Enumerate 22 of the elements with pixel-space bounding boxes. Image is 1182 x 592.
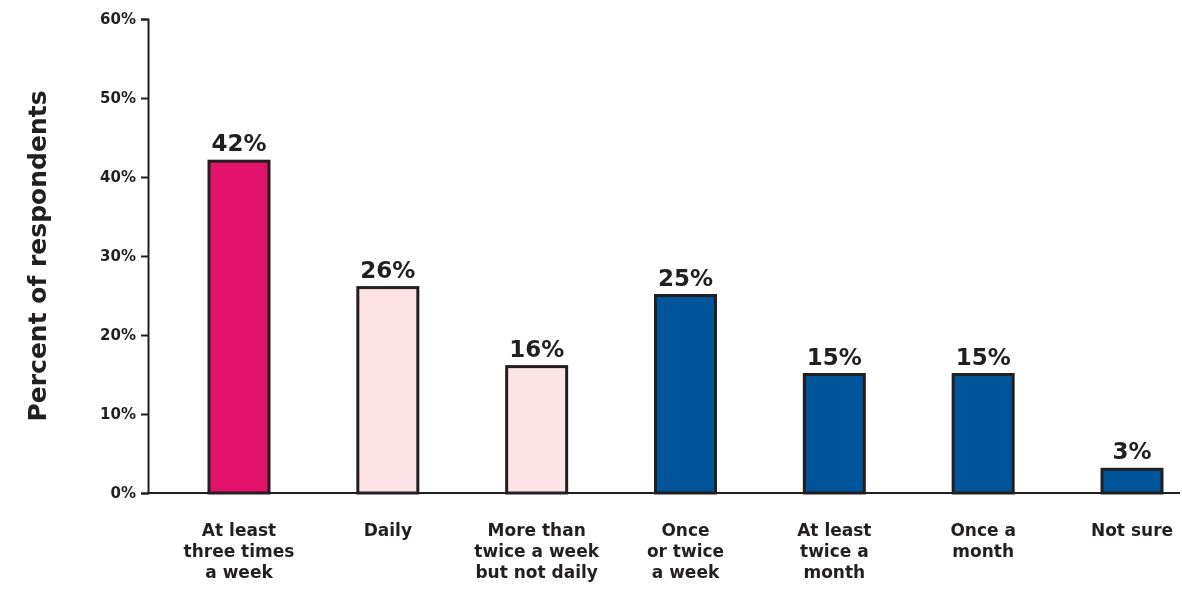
data-label: 26% bbox=[360, 256, 416, 283]
data-label: 42% bbox=[211, 130, 267, 157]
y-tick-label: 60% bbox=[100, 10, 136, 29]
y-tick-label: 50% bbox=[100, 89, 136, 108]
x-tick-label: At least twice a month bbox=[797, 520, 872, 582]
x-tick-label: Once or twice a week bbox=[646, 520, 725, 582]
data-label: 15% bbox=[955, 343, 1011, 370]
data-label: 16% bbox=[509, 335, 565, 362]
x-tick-label: Once a month bbox=[950, 520, 1016, 561]
data-label: 3% bbox=[1112, 438, 1152, 465]
y-tick-label: 10% bbox=[100, 405, 136, 424]
x-tick-label: Not sure bbox=[1090, 520, 1174, 540]
y-tick-label: 0% bbox=[110, 484, 136, 503]
x-tick-label: Daily bbox=[363, 520, 412, 540]
data-label: 15% bbox=[806, 343, 862, 370]
data-label: 25% bbox=[657, 264, 714, 291]
y-tick-label: 40% bbox=[100, 168, 136, 187]
y-tick-label: 30% bbox=[100, 247, 136, 266]
y-tick-label: 20% bbox=[100, 326, 136, 345]
x-tick-label: More than twice a week but not daily bbox=[474, 520, 600, 582]
x-tick-label: At least three times a week bbox=[183, 520, 295, 582]
y-axis-title: Percent of respondents bbox=[23, 90, 52, 422]
